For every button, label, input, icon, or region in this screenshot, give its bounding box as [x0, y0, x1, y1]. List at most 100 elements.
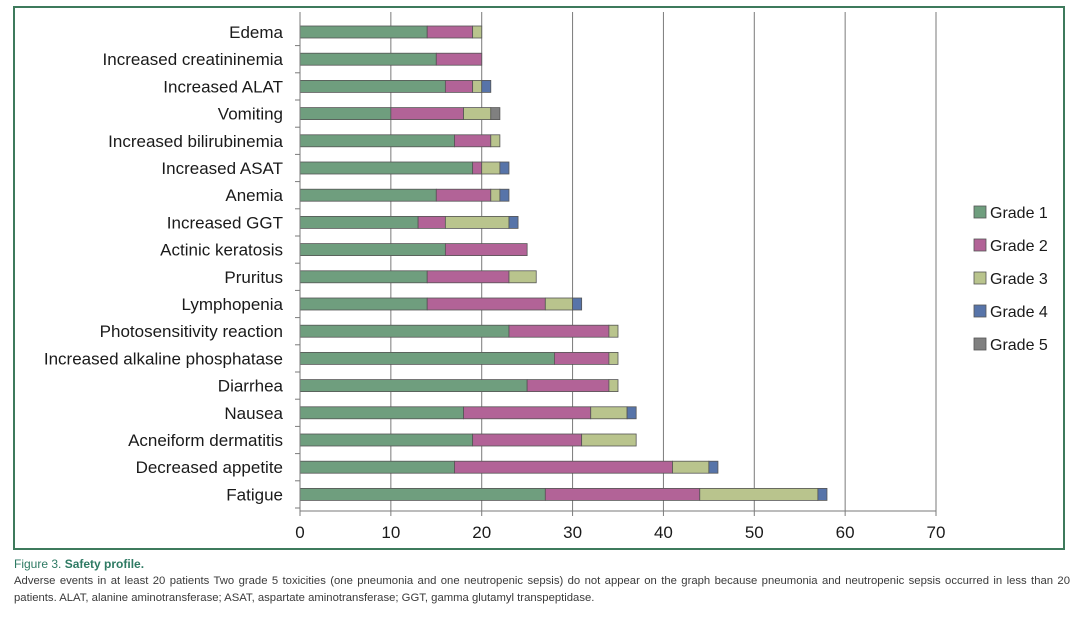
caption-text: Adverse events in at least 20 patients T… [14, 575, 1070, 604]
bar-grade-3 [608, 351, 619, 365]
bar-grade-2 [426, 25, 474, 39]
chart-frame: Edema Increased creatininemia Increased AL… [13, 6, 1065, 550]
figure-title: Safety profile. [64, 557, 145, 571]
figure-number: Figure 3. [14, 557, 62, 571]
grid-layer [390, 12, 937, 511]
category-label: Decreased appetite [136, 458, 283, 477]
bar-grade-1 [299, 188, 437, 202]
category-label: Increased creatininemia [103, 50, 284, 69]
caption-title: Figure 3. Safety profile. [14, 556, 1070, 573]
legend-label-4: Grade 4 [990, 304, 1048, 321]
x-tick-label-70: 70 [927, 523, 946, 542]
bar-grade-2 [426, 270, 510, 284]
bar-grade-3 [608, 324, 619, 338]
category-label: Increased bilirubinemia [108, 132, 283, 151]
bar-grade-1 [299, 134, 455, 148]
bar-grade-2 [472, 161, 483, 175]
bar-grade-2 [508, 324, 610, 338]
x-tick-label-20: 20 [472, 523, 491, 542]
category-label: Pruritus [224, 268, 283, 287]
bar-grade-3 [699, 487, 819, 501]
bar-layer [299, 25, 828, 501]
legend-label-5: Grade 5 [990, 337, 1048, 354]
category-label-layer: Edema Increased creatininemia Increased AL… [44, 23, 300, 509]
category-label: Anemia [225, 186, 283, 205]
bar-grade-2 [417, 215, 446, 229]
bar-grade-1 [299, 351, 555, 365]
bar-grade-3 [472, 25, 483, 39]
category-label: Lymphopenia [182, 295, 284, 314]
legend-label-1: Grade 1 [990, 205, 1048, 222]
figure-caption: Figure 3. Safety profile. Adverse events… [14, 556, 1070, 607]
bar-grade-1 [299, 107, 392, 120]
bar-grade-2 [472, 433, 583, 447]
bar-grade-2 [454, 460, 673, 474]
bar-grade-3 [472, 80, 483, 93]
x-tick-label-60: 60 [836, 523, 855, 542]
bar-grade-2 [444, 80, 474, 93]
bar-grade-2 [526, 379, 610, 393]
category-label: Nausea [224, 404, 283, 423]
bar-grade-2 [454, 134, 492, 148]
bar-grade-1 [299, 297, 428, 311]
bar-grade-2 [444, 243, 528, 257]
legend-swatch-2 [973, 238, 987, 252]
category-label: Photosensitivity reaction [100, 322, 283, 341]
bar-grade-2 [463, 406, 592, 420]
bar-grade-1 [299, 80, 446, 93]
bar-grade-4 [508, 215, 519, 229]
bar-grade-1 [299, 379, 528, 393]
x-tick-label-40: 40 [654, 523, 673, 542]
category-label: Increased GGT [167, 213, 283, 232]
bar-grade-3 [490, 134, 501, 148]
bar-grade-1 [299, 270, 428, 284]
safety-profile-chart: Edema Increased creatininemia Increased AL… [44, 12, 1048, 542]
bar-grade-1 [299, 25, 428, 39]
category-label: Increased alkaline phosphatase [44, 349, 283, 368]
bar-grade-4 [817, 487, 828, 501]
bar-grade-1 [299, 460, 455, 474]
legend: Grade 1 Grade 2 Grade 3 Grade 4 Grade 5 [973, 205, 1048, 354]
bar-grade-2 [435, 188, 492, 202]
bar-grade-4 [481, 80, 492, 93]
bar-grade-2 [544, 487, 701, 501]
x-tick-label-50: 50 [745, 523, 764, 542]
category-label: Edema [229, 23, 283, 42]
legend-swatch-3 [973, 271, 987, 285]
bar-grade-3 [463, 107, 492, 120]
category-label: Fatigue [226, 485, 283, 504]
bar-grade-2 [435, 52, 483, 66]
bar-grade-3 [590, 406, 628, 420]
category-label: Increased ALAT [163, 77, 283, 96]
legend-label-3: Grade 3 [990, 271, 1048, 288]
bar-grade-3 [481, 161, 501, 175]
bar-grade-2 [554, 351, 610, 365]
bar-grade-3 [444, 215, 510, 229]
bar-grade-1 [299, 487, 546, 501]
category-label: Actinic keratosis [160, 241, 283, 260]
bar-grade-4 [499, 188, 510, 202]
bar-grade-3 [490, 188, 501, 202]
bar-grade-5 [490, 107, 501, 120]
bar-grade-3 [544, 297, 573, 311]
bar-grade-4 [708, 460, 719, 474]
x-tick-label-30: 30 [563, 523, 582, 542]
bar-grade-4 [572, 297, 583, 311]
bar-grade-1 [299, 243, 446, 257]
category-label: Vomiting [218, 105, 283, 124]
category-label: Acneiform dermatitis [128, 431, 283, 450]
bar-grade-3 [581, 433, 637, 447]
bar-grade-4 [626, 406, 637, 420]
category-label: Diarrhea [218, 377, 284, 396]
bar-grade-3 [608, 379, 619, 393]
bar-grade-4 [499, 161, 510, 175]
x-axis: 0 10 20 30 40 50 60 70 [295, 12, 945, 542]
bar-grade-1 [299, 433, 474, 447]
legend-swatch-1 [973, 205, 987, 219]
legend-swatch-5 [973, 337, 987, 351]
bar-grade-2 [390, 107, 464, 120]
bar-grade-1 [299, 161, 474, 175]
category-label: Increased ASAT [161, 159, 283, 178]
bar-grade-2 [426, 297, 546, 311]
bar-grade-3 [508, 270, 537, 284]
